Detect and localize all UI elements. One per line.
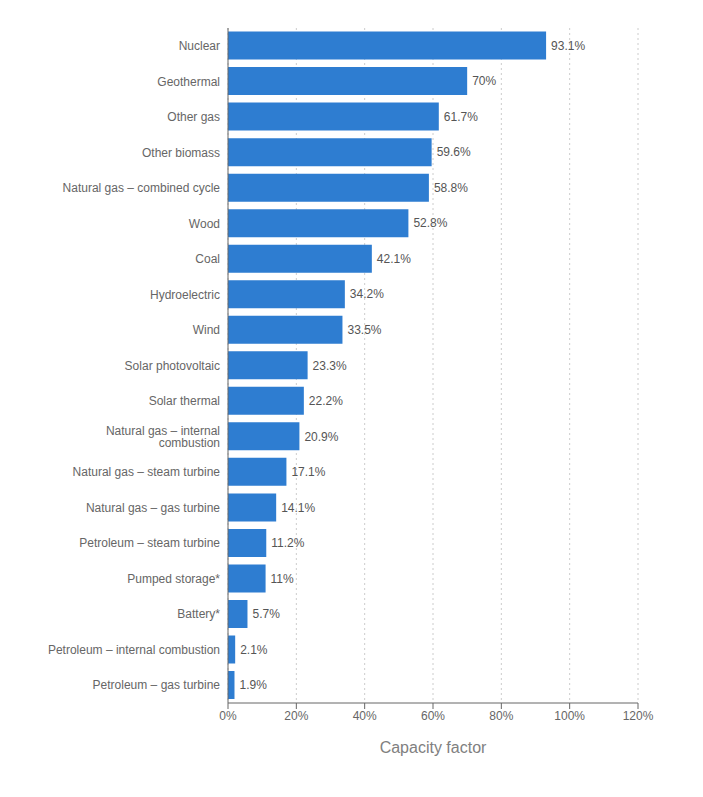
svg-text:Geothermal: Geothermal xyxy=(157,75,220,89)
svg-text:22.2%: 22.2% xyxy=(309,394,343,408)
svg-text:Coal: Coal xyxy=(195,252,220,266)
svg-text:61.7%: 61.7% xyxy=(444,110,478,124)
svg-text:Natural gas – gas turbine: Natural gas – gas turbine xyxy=(86,501,220,515)
svg-text:100%: 100% xyxy=(554,709,585,723)
svg-text:Other gas: Other gas xyxy=(167,110,220,124)
svg-text:Solar thermal: Solar thermal xyxy=(149,394,220,408)
svg-text:Petroleum – internal combustio: Petroleum – internal combustion xyxy=(48,643,220,657)
svg-text:Pumped storage*: Pumped storage* xyxy=(127,572,220,586)
svg-text:33.5%: 33.5% xyxy=(347,323,381,337)
svg-text:93.1%: 93.1% xyxy=(551,39,585,53)
svg-text:Solar photovoltaic: Solar photovoltaic xyxy=(125,359,220,373)
svg-text:Natural gas – combined cycle: Natural gas – combined cycle xyxy=(63,181,221,195)
svg-text:70%: 70% xyxy=(472,74,496,88)
svg-text:5.7%: 5.7% xyxy=(252,607,280,621)
svg-text:Hydroelectric: Hydroelectric xyxy=(150,288,220,302)
svg-text:Natural gas – internalcombusti: Natural gas – internalcombustion xyxy=(106,424,220,450)
svg-text:Petroleum – gas turbine: Petroleum – gas turbine xyxy=(93,678,221,692)
svg-text:Capacity factor: Capacity factor xyxy=(380,739,487,756)
svg-text:1.9%: 1.9% xyxy=(239,678,267,692)
svg-text:Wood: Wood xyxy=(189,217,220,231)
svg-text:2.1%: 2.1% xyxy=(240,643,268,657)
svg-text:Natural gas – steam turbine: Natural gas – steam turbine xyxy=(73,465,221,479)
svg-text:Petroleum – steam turbine: Petroleum – steam turbine xyxy=(79,536,220,550)
svg-text:34.2%: 34.2% xyxy=(350,287,384,301)
svg-text:Wind: Wind xyxy=(193,323,220,337)
svg-text:52.8%: 52.8% xyxy=(413,216,447,230)
svg-text:14.1%: 14.1% xyxy=(281,501,315,515)
svg-text:20.9%: 20.9% xyxy=(304,430,338,444)
svg-text:23.3%: 23.3% xyxy=(313,359,347,373)
svg-text:Nuclear: Nuclear xyxy=(179,39,220,53)
svg-text:Other biomass: Other biomass xyxy=(142,146,220,160)
svg-text:11%: 11% xyxy=(271,572,294,586)
svg-text:120%: 120% xyxy=(623,709,654,723)
svg-text:0%: 0% xyxy=(219,709,237,723)
svg-text:80%: 80% xyxy=(489,709,513,723)
svg-text:42.1%: 42.1% xyxy=(377,252,411,266)
svg-text:Battery*: Battery* xyxy=(177,607,220,621)
svg-text:17.1%: 17.1% xyxy=(291,465,325,479)
svg-text:40%: 40% xyxy=(353,709,377,723)
svg-text:59.6%: 59.6% xyxy=(437,145,471,159)
svg-text:58.8%: 58.8% xyxy=(434,181,468,195)
svg-text:11.2%: 11.2% xyxy=(271,536,304,550)
svg-text:20%: 20% xyxy=(284,709,308,723)
svg-text:60%: 60% xyxy=(421,709,445,723)
